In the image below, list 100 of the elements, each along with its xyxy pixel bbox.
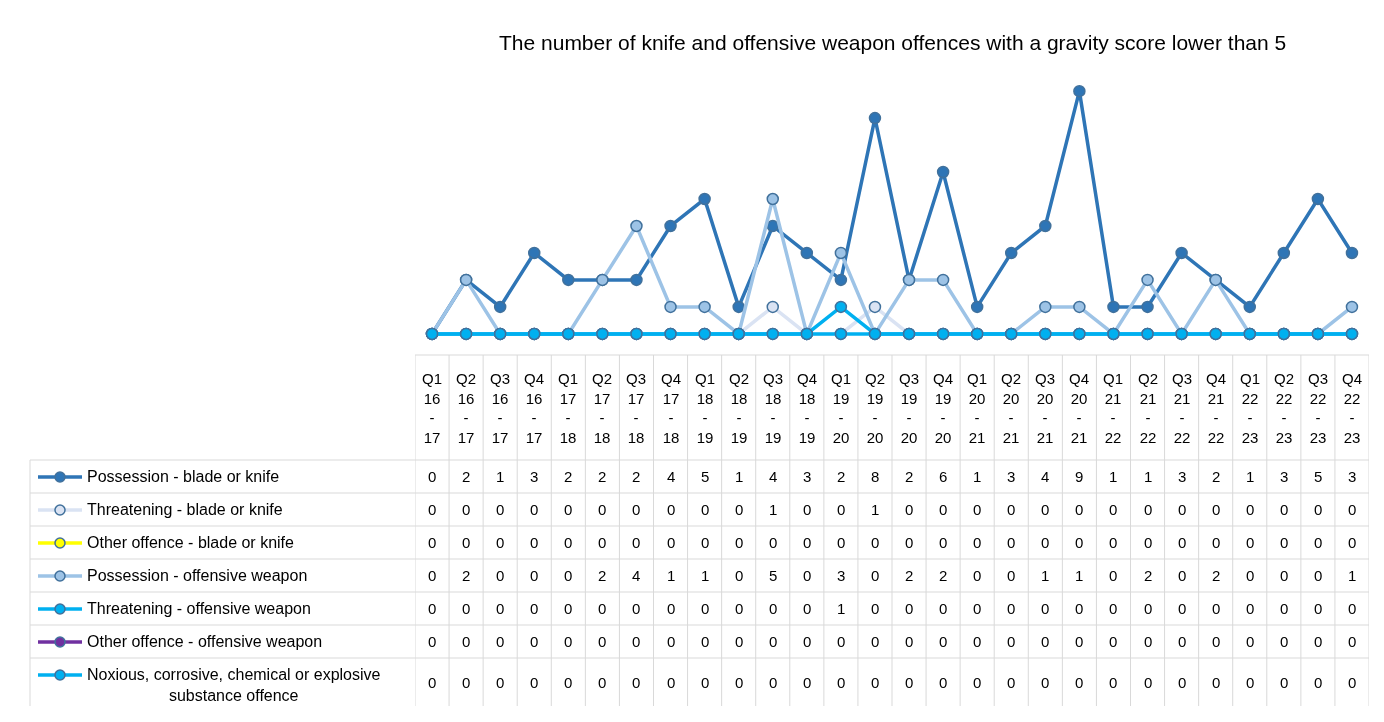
x-tick-label: Q1 22 - 23	[1240, 370, 1261, 446]
text: 0	[598, 633, 607, 650]
data-label: 2	[632, 468, 641, 485]
text: 0	[496, 633, 505, 650]
text: 0	[1007, 633, 1016, 650]
data-label: 0	[1007, 674, 1016, 691]
data-label: 0	[1007, 600, 1016, 617]
data-label: 0	[496, 501, 505, 518]
data-label: 0	[837, 674, 846, 691]
data-label: 0	[735, 501, 744, 518]
text: 0	[632, 534, 641, 551]
data-label: 4	[1041, 468, 1050, 485]
data-label: 0	[973, 674, 982, 691]
data-label: 2	[939, 567, 948, 584]
x-tick-label: Q2 20 - 21	[1001, 370, 1022, 446]
x-tick-label: Q1 21 - 22	[1103, 370, 1124, 446]
text: 0	[735, 633, 744, 650]
data-label: 0	[735, 567, 744, 584]
data-label: 3	[1348, 468, 1357, 485]
x-tick-label: Q3 22 - 23	[1308, 370, 1329, 446]
data-label: 0	[428, 501, 437, 518]
data-label: 0	[530, 674, 539, 691]
x-tick-label: Q1 16 - 17	[422, 370, 443, 446]
data-label: 0	[939, 501, 948, 518]
text: 0	[462, 534, 471, 551]
data-label: 0	[496, 674, 505, 691]
x-tick-label: Q4 21 - 22	[1206, 370, 1227, 446]
data-label: 0	[1075, 674, 1084, 691]
data-label: 0	[428, 674, 437, 691]
text: 0	[769, 534, 778, 551]
x-tick-label: Q4 16 - 17	[524, 370, 545, 446]
data-label: 0	[1246, 501, 1255, 518]
x-tick-label: Q1 18 - 19	[695, 370, 716, 446]
data-label: 0	[1144, 600, 1153, 617]
data-label: 5	[769, 567, 778, 584]
text: 0	[564, 633, 573, 650]
text: 0	[905, 633, 914, 650]
text: 0	[1348, 633, 1357, 650]
data-label: 0	[1075, 600, 1084, 617]
data-label: 2	[905, 468, 914, 485]
text: 0	[667, 534, 676, 551]
data-label: 1	[1075, 567, 1084, 584]
x-tick-label: Q1 19 - 20	[831, 370, 852, 446]
data-label: 1	[1246, 468, 1255, 485]
data-label: 0	[871, 567, 880, 584]
x-tick-label: Q4 19 - 20	[933, 370, 954, 446]
text: 0	[1178, 534, 1187, 551]
text: 0	[973, 534, 982, 551]
text: 0	[598, 534, 607, 551]
data-label: 0	[496, 567, 505, 584]
data-label: 0	[496, 600, 505, 617]
data-label: 0	[1314, 501, 1323, 518]
data-label: 0	[735, 600, 744, 617]
data-label: 0	[1314, 600, 1323, 617]
data-label: 0	[769, 674, 778, 691]
data-label: 0	[701, 600, 710, 617]
text: 0	[1246, 534, 1255, 551]
data-label: 0	[1144, 674, 1153, 691]
data-label: 0	[939, 674, 948, 691]
data-label: 0	[462, 600, 471, 617]
x-tick-label: Q2 16 - 17	[456, 370, 477, 446]
data-label: 2	[1144, 567, 1153, 584]
data-label: 1	[667, 567, 676, 584]
text: 0	[735, 534, 744, 551]
data-label: 0	[701, 501, 710, 518]
data-label: 5	[1314, 468, 1323, 485]
data-label: 2	[837, 468, 846, 485]
data-label: 0	[1041, 600, 1050, 617]
data-label: 2	[598, 567, 607, 584]
data-label: 2	[462, 468, 471, 485]
data-label: 1	[701, 567, 710, 584]
text: 0	[632, 633, 641, 650]
data-label: 0	[564, 674, 573, 691]
legend-label: Threatening - offensive weapon	[87, 600, 311, 617]
data-label: 0	[1144, 501, 1153, 518]
data-label: 0	[973, 567, 982, 584]
data-label: 0	[1246, 600, 1255, 617]
text: 0	[530, 633, 539, 650]
text: 0	[530, 534, 539, 551]
data-label: 0	[667, 674, 676, 691]
text: 0	[462, 633, 471, 650]
x-tick-label: Q2 21 - 22	[1138, 370, 1159, 446]
data-label: 0	[632, 600, 641, 617]
data-label: 2	[462, 567, 471, 584]
data-label: 0	[1348, 674, 1357, 691]
text: 0	[1007, 534, 1016, 551]
legend-label: Possession - blade or knife	[87, 468, 280, 485]
x-tick-label: Q2 17 - 18	[592, 370, 613, 446]
data-label: 0	[1178, 501, 1187, 518]
data-label: 0	[1212, 600, 1221, 617]
data-label: 0	[428, 468, 437, 485]
text: 0	[428, 534, 437, 551]
text: 0	[1348, 534, 1357, 551]
x-tick-label: Q4 17 - 18	[661, 370, 682, 446]
data-label: 0	[1212, 674, 1221, 691]
text: 0	[973, 633, 982, 650]
data-label: 1	[1348, 567, 1357, 584]
data-label: 0	[1178, 567, 1187, 584]
text: 0	[871, 633, 880, 650]
legend-label: Threatening - blade or knife	[87, 501, 283, 518]
